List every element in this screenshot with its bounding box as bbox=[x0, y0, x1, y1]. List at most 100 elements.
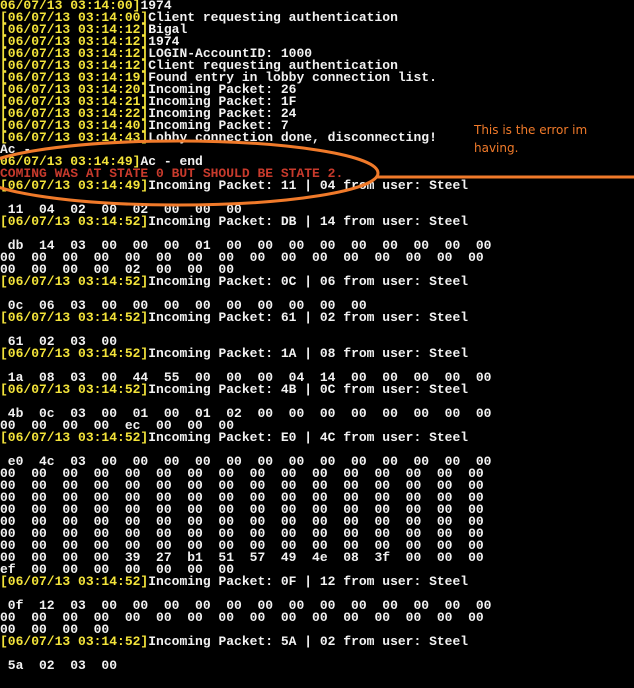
console-line: COMING WAS AT STATE 0 BUT SHOULD BE STAT… bbox=[0, 166, 634, 181]
message: Incoming Packet: 0F | 12 from user: Stee… bbox=[148, 574, 469, 589]
message: Incoming Packet: DB | 14 from user: Stee… bbox=[148, 214, 469, 229]
console-line: 00 00 00 00 39 27 b1 51 57 49 4e 08 3f 0… bbox=[0, 550, 634, 565]
console-line: 5a 02 03 00 bbox=[0, 658, 634, 673]
console-line: 00 00 00 00 02 00 00 00 bbox=[0, 262, 634, 277]
timestamp: [06/07/13 03:14:12] bbox=[0, 22, 149, 37]
console-line: [06/07/13 03:14:52]Incoming Packet: DB |… bbox=[0, 214, 634, 229]
console-line: 00 00 00 00 00 00 00 00 00 00 00 00 00 0… bbox=[0, 478, 634, 493]
timestamp: 06/07/13 03:14:49] bbox=[0, 154, 141, 169]
timestamp: [06/07/13 03:14:52] bbox=[0, 430, 149, 445]
console-line: [06/07/13 03:14:52]Incoming Packet: E0 |… bbox=[0, 430, 634, 445]
console-line: 0f 12 03 00 00 00 00 00 00 00 00 00 00 0… bbox=[0, 598, 634, 613]
console-line: 00 00 00 00 ec 00 00 00 bbox=[0, 418, 634, 433]
message: 00 00 00 00 00 00 00 00 00 00 00 00 00 0… bbox=[0, 526, 484, 541]
message: e0 4c 03 00 00 00 00 00 00 00 00 00 00 0… bbox=[0, 454, 492, 469]
timestamp: [06/07/13 03:14:20] bbox=[0, 82, 149, 97]
message: 00 00 00 00 00 00 00 00 00 00 00 00 00 0… bbox=[0, 478, 484, 493]
message: Incoming Packet: E0 | 4C from user: Stee… bbox=[148, 430, 469, 445]
message: Incoming Packet: 7 bbox=[148, 118, 289, 133]
message: Incoming Packet: 24 bbox=[148, 106, 297, 121]
timestamp: [06/07/13 03:14:40] bbox=[0, 118, 149, 133]
message: Incoming Packet: 5A | 02 from user: Stee… bbox=[148, 634, 469, 649]
message: LOGIN-AccountID: 1000 bbox=[148, 46, 313, 61]
message: Incoming Packet: 1F bbox=[148, 94, 297, 109]
console-line: 00 00 00 00 00 00 00 00 00 00 00 00 00 0… bbox=[0, 514, 634, 529]
timestamp: [06/07/13 03:14:52] bbox=[0, 382, 149, 397]
console-line: [06/07/13 03:14:22]Incoming Packet: 24 bbox=[0, 106, 634, 121]
console-line: 61 02 03 00 bbox=[0, 334, 634, 349]
timestamp: 06/07/13 03:14:00] bbox=[0, 0, 141, 13]
message: 00 00 00 00 00 00 00 00 00 00 00 00 00 0… bbox=[0, 610, 484, 625]
console-output: 06/07/13 03:14:00]1974 [06/07/13 03:14:00… bbox=[0, 0, 634, 673]
message: 61 02 03 00 bbox=[0, 334, 118, 349]
annotation-note: This is the error im having. bbox=[474, 123, 588, 155]
message: 00 00 00 00 ec 00 00 00 bbox=[0, 418, 235, 433]
timestamp: [06/07/13 03:14:12] bbox=[0, 58, 149, 73]
console-line: [06/07/13 03:14:00]Client requesting aut… bbox=[0, 10, 634, 25]
message: 4b 0c 03 00 01 00 01 02 00 00 00 00 00 0… bbox=[0, 406, 492, 421]
message: Ac - bbox=[0, 142, 40, 157]
console-line: db 14 03 00 00 00 01 00 00 00 00 00 00 0… bbox=[0, 238, 634, 253]
message: 1a 08 03 00 44 55 00 00 00 04 14 00 00 0… bbox=[0, 370, 492, 385]
timestamp: [06/07/13 03:14:52] bbox=[0, 574, 149, 589]
message: 0f 12 03 00 00 00 00 00 00 00 00 00 00 0… bbox=[0, 598, 492, 613]
message: Incoming Packet: 4B | 0C from user: Stee… bbox=[148, 382, 469, 397]
error-message: COMING WAS AT STATE 0 BUT SHOULD BE STAT… bbox=[0, 166, 344, 181]
message: 00 00 00 00 00 00 00 00 00 00 00 00 00 0… bbox=[0, 502, 484, 517]
console-line: [06/07/13 03:14:12]Client requesting aut… bbox=[0, 58, 634, 73]
timestamp: [06/07/13 03:14:52] bbox=[0, 634, 149, 649]
console-line: [06/07/13 03:14:21]Incoming Packet: 1F bbox=[0, 94, 634, 109]
console-line: Ac - bbox=[0, 142, 634, 157]
message: db 14 03 00 00 00 01 00 00 00 00 00 00 0… bbox=[0, 238, 492, 253]
console-line: 06/07/13 03:14:00]1974 bbox=[0, 0, 634, 12]
console-line: 00 00 00 00 00 00 00 00 00 00 00 00 00 0… bbox=[0, 466, 634, 481]
message: Incoming Packet: 1A | 08 from user: Stee… bbox=[148, 346, 469, 361]
highlight-ellipse bbox=[0, 139, 380, 207]
message: 1974 bbox=[140, 0, 172, 13]
message: 00 00 00 00 00 00 00 00 00 00 00 00 00 0… bbox=[0, 250, 484, 265]
console-line: 00 00 00 00 00 00 00 00 00 00 00 00 00 0… bbox=[0, 539, 634, 552]
timestamp: [06/07/13 03:14:52] bbox=[0, 214, 149, 229]
message: Bigal bbox=[148, 22, 188, 37]
console-line: [06/07/13 03:14:12]Bigal bbox=[0, 22, 634, 37]
console-line: ef 00 00 00 00 00 00 00 bbox=[0, 562, 634, 577]
timestamp: [06/07/13 03:14:52] bbox=[0, 346, 149, 361]
message: Incoming Packet: 61 | 02 from user: Stee… bbox=[148, 310, 469, 325]
console-line: e0 4c 03 00 00 00 00 00 00 00 00 00 00 0… bbox=[0, 454, 634, 469]
console-line: 4b 0c 03 00 01 00 01 02 00 00 00 00 00 0… bbox=[0, 406, 634, 421]
console-line: 00 00 00 00 00 00 00 00 00 00 00 00 00 0… bbox=[0, 491, 634, 504]
console-line: 0c 06 03 00 00 00 00 00 00 00 00 00 bbox=[0, 298, 634, 313]
console-line: [06/07/13 03:14:12]1974 bbox=[0, 34, 634, 49]
message: 00 00 00 00 00 00 00 00 00 00 00 00 00 0… bbox=[0, 466, 484, 481]
message: 00 00 00 00 39 27 b1 51 57 49 4e 08 3f 0… bbox=[0, 550, 484, 565]
console-line: 00 00 00 00 00 00 00 00 00 00 00 00 00 0… bbox=[0, 250, 634, 265]
console-line: 00 00 00 00 00 00 00 00 00 00 00 00 00 0… bbox=[0, 526, 634, 541]
timestamp: [06/07/13 03:14:12] bbox=[0, 34, 149, 49]
message: 1974 bbox=[148, 34, 180, 49]
console-line: 00 00 00 00 00 00 00 00 00 00 00 00 00 0… bbox=[0, 502, 634, 517]
console-line: [06/07/13 03:14:40]Incoming Packet: 7 bbox=[0, 118, 634, 133]
message: 5a 02 03 00 bbox=[0, 658, 118, 673]
timestamp: [06/07/13 03:14:22] bbox=[0, 106, 149, 121]
console-line: [06/07/13 03:14:52]Incoming Packet: 5A |… bbox=[0, 634, 634, 649]
console-line: [06/07/13 03:14:52]Incoming Packet: 1A |… bbox=[0, 346, 634, 361]
message: 00 00 00 00 02 00 00 00 bbox=[0, 262, 235, 277]
message: Client requesting authentication bbox=[148, 10, 398, 25]
message: Incoming Packet: 0C | 06 from user: Stee… bbox=[148, 274, 469, 289]
console-line: 1a 08 03 00 44 55 00 00 00 04 14 00 00 0… bbox=[0, 370, 634, 385]
message: 00 00 00 00 bbox=[0, 622, 110, 637]
timestamp: [06/07/13 03:14:52] bbox=[0, 274, 149, 289]
console-line: 00 00 00 00 00 00 00 00 00 00 00 00 00 0… bbox=[0, 610, 634, 625]
console-line: [06/07/13 03:14:52]Incoming Packet: 0C |… bbox=[0, 274, 634, 289]
message: 00 00 00 00 00 00 00 00 00 00 00 00 00 0… bbox=[0, 514, 484, 529]
console-line: [06/07/13 03:14:19]Found entry in lobby … bbox=[0, 70, 634, 85]
message: 0c 06 03 00 00 00 00 00 00 00 00 00 bbox=[0, 298, 367, 313]
message: Incoming Packet: 26 bbox=[148, 82, 297, 97]
timestamp: [06/07/13 03:14:00] bbox=[0, 10, 149, 25]
console-line: [06/07/13 03:14:52]Incoming Packet: 61 |… bbox=[0, 310, 634, 325]
timestamp: [06/07/13 03:14:19] bbox=[0, 70, 149, 85]
timestamp: [06/07/13 03:14:12] bbox=[0, 46, 149, 61]
message: ef 00 00 00 00 00 00 00 bbox=[0, 562, 235, 577]
